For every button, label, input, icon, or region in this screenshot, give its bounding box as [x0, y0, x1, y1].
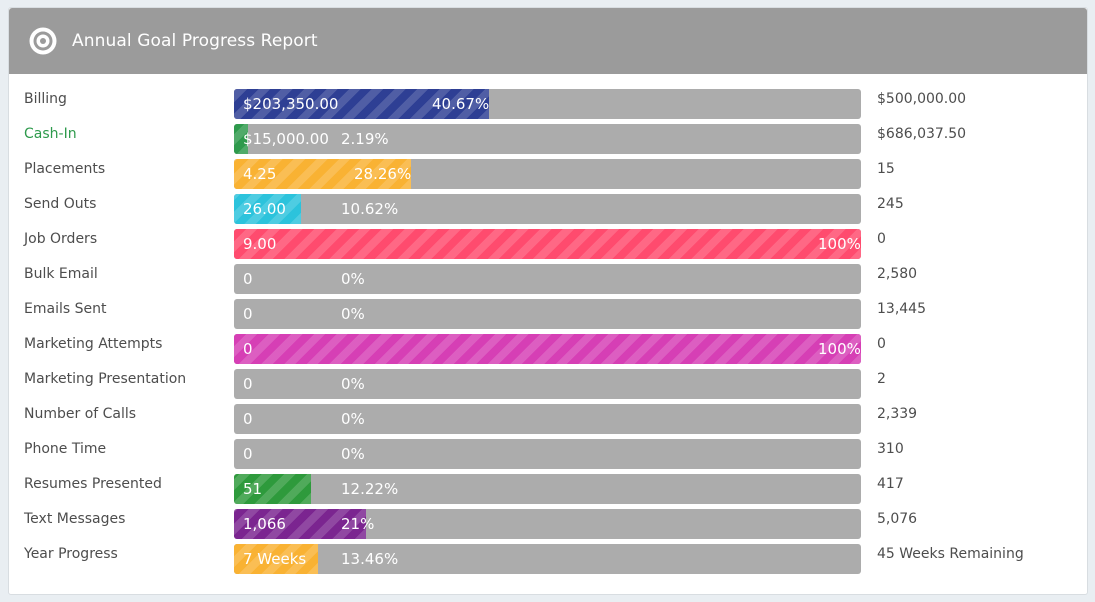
row-label: Emails Sent [24, 301, 107, 317]
progress-bar: 7 Weeks 13.46% [234, 544, 861, 574]
progress-bar: $203,350.00 40.67% [234, 89, 861, 119]
table-row: Send Outs 26.00 10.62% 245 [9, 194, 1087, 229]
goal-value: 0 [877, 336, 886, 352]
progress-bar-fill [234, 544, 318, 574]
progress-bar-fill [234, 124, 248, 154]
progress-value: 51 [243, 480, 263, 498]
progress-percent: 2.19% [341, 130, 389, 148]
goal-value: 5,076 [877, 511, 918, 527]
goal-value: 13,445 [877, 301, 926, 317]
progress-value: 9.00 [243, 235, 277, 253]
progress-bar-fill [234, 474, 311, 504]
goal-rows: Billing $203,350.00 40.67% $500,000.00 Cash-… [9, 89, 1087, 579]
row-label: Phone Time [24, 441, 107, 457]
row-label: Number of Calls [24, 406, 137, 422]
progress-percent: 0% [341, 305, 365, 323]
table-row: Marketing Presentation 0 0% 2 [9, 369, 1087, 404]
progress-percent: 0% [341, 270, 365, 288]
goal-value: 310 [877, 441, 904, 457]
progress-bar: 1,066 21% [234, 509, 861, 539]
progress-percent: 0% [341, 375, 365, 393]
progress-bar-fill [234, 89, 489, 119]
progress-bar: 0 0% [234, 404, 861, 434]
row-label: Marketing Attempts [24, 336, 163, 352]
table-row: Number of Calls 0 0% 2,339 [9, 404, 1087, 439]
progress-bar: 0 0% [234, 369, 861, 399]
progress-value: $203,350.00 [243, 95, 339, 113]
progress-bar: 4.25 28.26% [234, 159, 861, 189]
row-label: Billing [24, 91, 67, 107]
page-title: Annual Goal Progress Report [72, 31, 318, 51]
row-label: Year Progress [24, 546, 118, 562]
progress-value: 0 [243, 410, 253, 428]
row-label[interactable]: Cash-In [24, 126, 77, 142]
progress-percent: 40.67% [432, 95, 490, 113]
progress-bar-fill [234, 509, 366, 539]
progress-value: 0 [243, 340, 253, 358]
row-label: Resumes Presented [24, 476, 162, 492]
progress-bar: 0 0% [234, 439, 861, 469]
progress-bar-fill [234, 229, 861, 259]
progress-bar-fill [234, 334, 861, 364]
table-row: Text Messages 1,066 21% 5,076 [9, 509, 1087, 544]
table-row: Year Progress 7 Weeks 13.46% 45 Weeks Remai… [9, 544, 1087, 579]
target-icon [28, 26, 58, 56]
progress-value: 0 [243, 375, 253, 393]
progress-bar: 0 100% [234, 334, 861, 364]
progress-percent: 10.62% [341, 200, 399, 218]
progress-bar: 0 0% [234, 299, 861, 329]
progress-percent: 28.26% [354, 165, 412, 183]
progress-value: $15,000.00 [243, 130, 329, 148]
goal-value: 45 Weeks Remaining [877, 546, 1024, 562]
progress-value: 4.25 [243, 165, 277, 183]
progress-value: 0 [243, 270, 253, 288]
row-label: Send Outs [24, 196, 97, 212]
goal-value: 245 [877, 196, 904, 212]
goal-value: 2 [877, 371, 886, 387]
card-header: Annual Goal Progress Report [9, 8, 1087, 74]
progress-value: 0 [243, 445, 253, 463]
table-row: Job Orders 9.00 100% 0 [9, 229, 1087, 264]
progress-value: 1,066 [243, 515, 286, 533]
goal-value: 2,580 [877, 266, 918, 282]
progress-bar: 0 0% [234, 264, 861, 294]
goal-report-card: Annual Goal Progress Report Billing $203,… [8, 7, 1088, 595]
progress-percent: 12.22% [341, 480, 399, 498]
goal-value: 0 [877, 231, 886, 247]
progress-bar: $15,000.00 2.19% [234, 124, 861, 154]
progress-percent: 100% [818, 235, 861, 253]
table-row: Phone Time 0 0% 310 [9, 439, 1087, 474]
progress-value: 7 Weeks [243, 550, 307, 568]
progress-bar: 9.00 100% [234, 229, 861, 259]
progress-bar-fill [234, 159, 411, 189]
progress-percent: 0% [341, 445, 365, 463]
goal-value: 417 [877, 476, 904, 492]
table-row: Placements 4.25 28.26% 15 [9, 159, 1087, 194]
table-row: Billing $203,350.00 40.67% $500,000.00 [9, 89, 1087, 124]
progress-value: 0 [243, 305, 253, 323]
progress-bar: 51 12.22% [234, 474, 861, 504]
progress-percent: 21% [341, 515, 375, 533]
table-row: Cash-In $15,000.00 2.19% $686,037.50 [9, 124, 1087, 159]
progress-bar-fill [234, 194, 301, 224]
progress-percent: 0% [341, 410, 365, 428]
table-row: Resumes Presented 51 12.22% 417 [9, 474, 1087, 509]
goal-value: $686,037.50 [877, 126, 967, 142]
row-label: Placements [24, 161, 106, 177]
progress-percent: 100% [818, 340, 861, 358]
row-label: Text Messages [24, 511, 126, 527]
row-label: Job Orders [24, 231, 98, 247]
progress-bar: 26.00 10.62% [234, 194, 861, 224]
goal-value: 2,339 [877, 406, 918, 422]
goal-value: $500,000.00 [877, 91, 967, 107]
table-row: Marketing Attempts 0 100% 0 [9, 334, 1087, 369]
table-row: Bulk Email 0 0% 2,580 [9, 264, 1087, 299]
progress-percent: 13.46% [341, 550, 399, 568]
row-label: Marketing Presentation [24, 371, 187, 387]
goal-value: 15 [877, 161, 895, 177]
progress-value: 26.00 [243, 200, 286, 218]
row-label: Bulk Email [24, 266, 98, 282]
table-row: Emails Sent 0 0% 13,445 [9, 299, 1087, 334]
